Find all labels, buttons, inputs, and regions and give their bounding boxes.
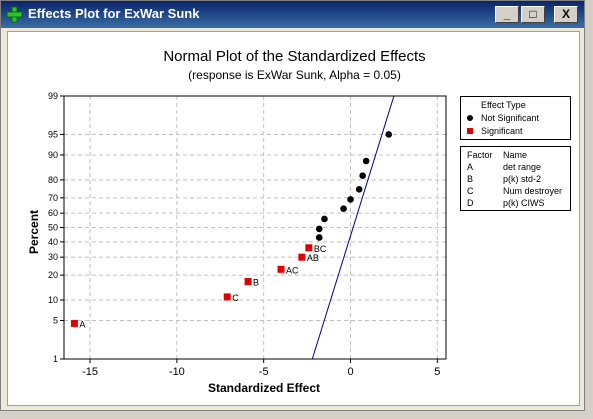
name-header: Name: [503, 150, 528, 160]
significant-point: [305, 244, 313, 252]
factor-name: p(k) CIWS: [503, 198, 545, 208]
significant-point: [298, 253, 306, 261]
x-axis-label: Standardized Effect: [208, 381, 320, 395]
plot-title: Normal Plot of the Standardized Effects: [163, 48, 426, 65]
factor-header: Factor: [467, 150, 493, 160]
factor-letter: B: [467, 174, 474, 184]
fit-line-group: [311, 95, 395, 360]
not-significant-point: [385, 131, 393, 138]
effect-type-legend: Effect Type Not Significant Significant: [460, 96, 571, 140]
y-tick-label: 70: [48, 193, 58, 203]
fit-line: [311, 95, 395, 360]
not-significant-point: [355, 186, 363, 193]
y-tick-label: 80: [48, 175, 58, 185]
y-tick-label: 20: [48, 270, 58, 280]
factor-name: p(k) std-2: [503, 174, 542, 184]
significant-point: [70, 319, 78, 327]
point-label: AB: [307, 253, 319, 263]
y-tick-label: 30: [48, 252, 58, 262]
minitab-graph-icon: [6, 6, 23, 23]
significant-point: [223, 293, 231, 301]
not-significant-point: [321, 215, 328, 223]
factor-name-legend: Factor Name A det range B p(k) std-2 C N…: [460, 146, 571, 211]
grid-lines: [64, 95, 446, 360]
not-significant-label: Not Significant: [481, 113, 540, 123]
point-label: AC: [286, 265, 299, 275]
minimize-button[interactable]: _: [495, 6, 519, 23]
factor-name: Num destroyer: [503, 186, 563, 196]
status-strip: [0, 411, 593, 419]
y-tick-label: 90: [48, 150, 58, 160]
factor-letter: C: [467, 186, 474, 196]
effect-type-title: Effect Type: [481, 100, 526, 110]
close-button[interactable]: X: [554, 6, 578, 23]
axes: -15 -10 -5 0 5 1 5 10 20 30 40 50 60 70 80 90 95 99: [48, 91, 440, 378]
title-bar[interactable]: Effects Plot for ExWar Sunk _ □ X: [1, 1, 584, 28]
x-tick-label: -15: [82, 366, 98, 378]
factor-letter: D: [467, 198, 474, 208]
significant-point: [277, 265, 285, 273]
y-tick-label: 40: [48, 237, 58, 247]
graph-area: Normal Plot of the Standardized Effects …: [7, 31, 580, 406]
point-label: B: [253, 277, 259, 287]
significant-point: [244, 277, 252, 285]
x-tick-label: -5: [259, 366, 269, 378]
y-tick-label: 50: [48, 223, 58, 233]
not-significant-point: [359, 172, 366, 179]
point-label: A: [79, 319, 85, 329]
point-label: C: [232, 293, 239, 303]
x-tick-label: -10: [169, 366, 185, 378]
maximize-button[interactable]: □: [521, 6, 545, 23]
not-significant-point: [340, 205, 347, 213]
not-significant-point: [362, 157, 370, 165]
not-significant-point: [315, 234, 323, 241]
x-tick-label: 5: [434, 366, 440, 378]
point-label: BC: [314, 244, 327, 254]
window-title: Effects Plot for ExWar Sunk: [28, 6, 200, 21]
factor-letter: A: [467, 162, 474, 172]
significant-marker-icon: [467, 128, 473, 134]
window-edge: [585, 0, 593, 411]
significant-label: Significant: [481, 126, 523, 136]
not-significant-point: [315, 225, 323, 233]
y-tick-label: 95: [48, 129, 58, 139]
effects-plot-window: Effects Plot for ExWar Sunk _ □ X Normal…: [0, 0, 585, 411]
y-tick-label: 5: [53, 316, 58, 326]
x-tick-label: 0: [347, 366, 353, 378]
factor-name: det range: [503, 162, 542, 172]
not-significant-marker-icon: [467, 115, 473, 121]
y-tick-label: 1: [53, 354, 58, 364]
plot-subtitle: (response is ExWar Sunk, Alpha = 0.05): [188, 68, 401, 82]
not-significant-point: [347, 196, 354, 203]
y-tick-label: 10: [48, 295, 58, 305]
y-tick-label: 99: [48, 91, 58, 101]
y-axis-label: Percent: [27, 210, 41, 254]
y-tick-label: 60: [48, 208, 58, 218]
